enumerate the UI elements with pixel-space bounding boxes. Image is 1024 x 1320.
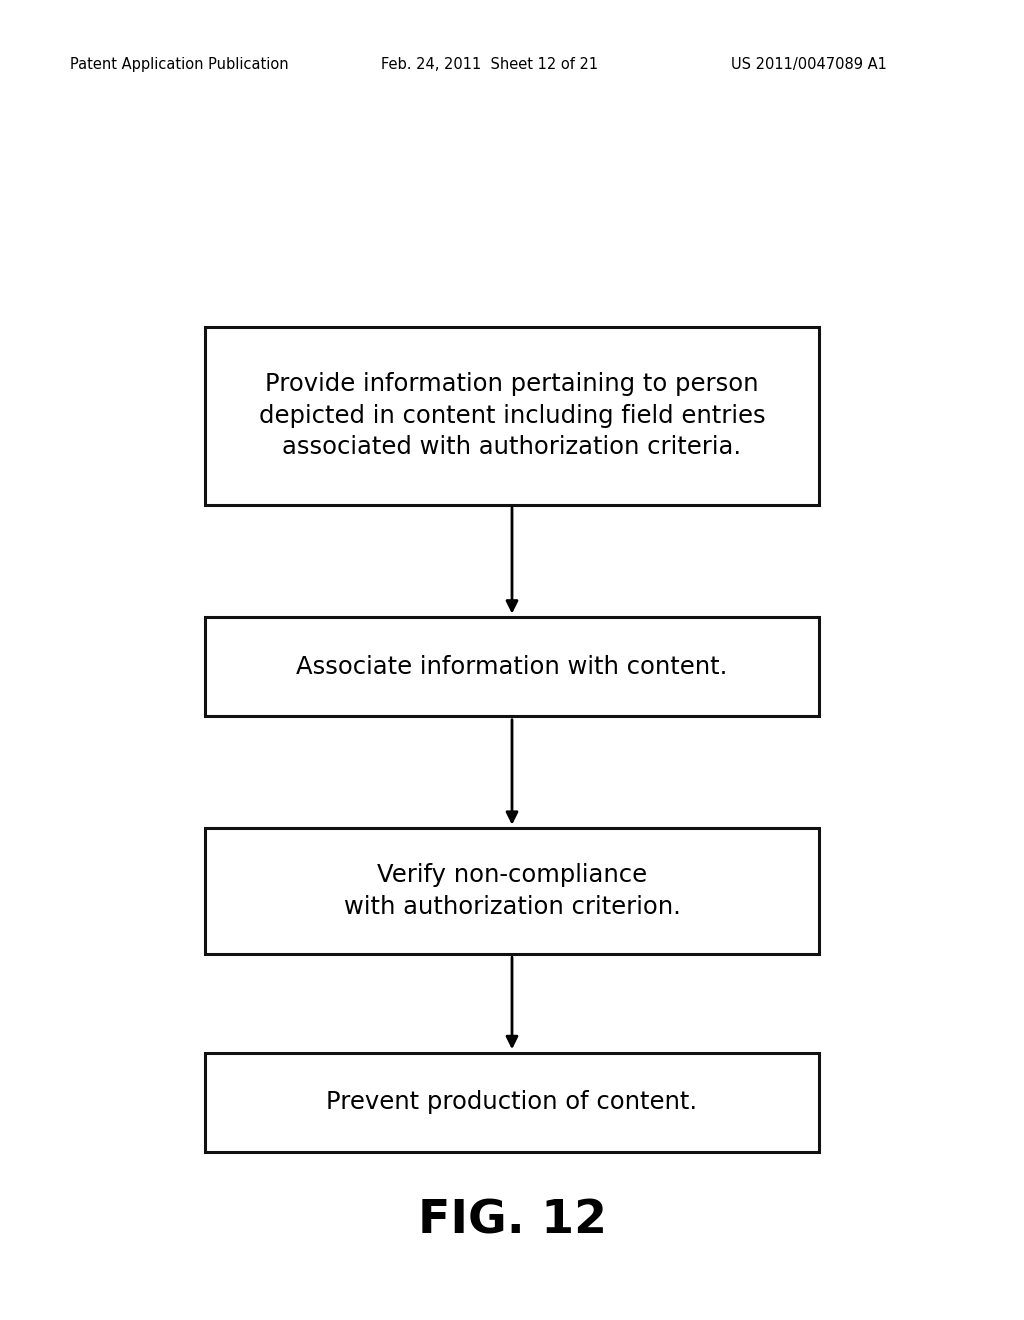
FancyBboxPatch shape: [205, 1053, 819, 1151]
Text: FIG. 12: FIG. 12: [418, 1199, 606, 1243]
FancyBboxPatch shape: [205, 829, 819, 953]
Text: Prevent production of content.: Prevent production of content.: [327, 1090, 697, 1114]
Text: Patent Application Publication: Patent Application Publication: [70, 57, 289, 73]
Text: US 2011/0047089 A1: US 2011/0047089 A1: [731, 57, 887, 73]
Text: Associate information with content.: Associate information with content.: [296, 655, 728, 678]
Text: Provide information pertaining to person
depicted in content including field ent: Provide information pertaining to person…: [259, 372, 765, 459]
Text: Feb. 24, 2011  Sheet 12 of 21: Feb. 24, 2011 Sheet 12 of 21: [381, 57, 598, 73]
FancyBboxPatch shape: [205, 326, 819, 504]
Text: Verify non-compliance
with authorization criterion.: Verify non-compliance with authorization…: [344, 863, 680, 919]
FancyBboxPatch shape: [205, 618, 819, 715]
